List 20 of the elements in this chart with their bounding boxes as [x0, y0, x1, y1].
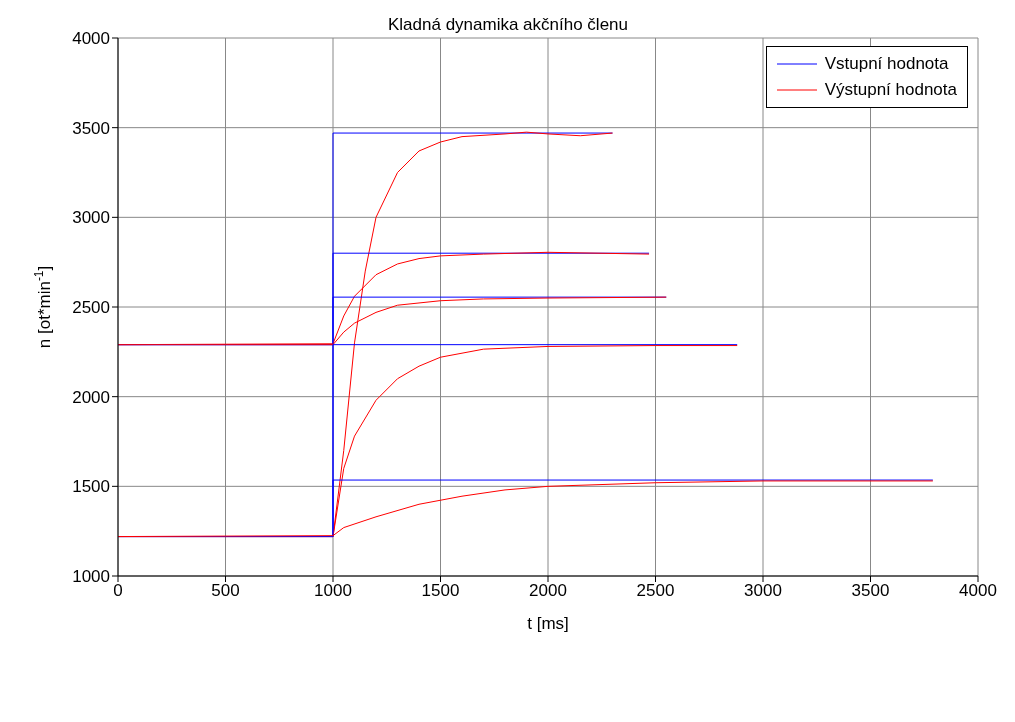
- y-tick-label: 4000: [72, 29, 110, 49]
- y-tick-label: 3000: [72, 208, 110, 228]
- chart-title: Kladná dynamika akčního členu: [387, 15, 629, 34]
- x-tick-label: 3000: [744, 581, 782, 601]
- y-tick-label: 2500: [72, 298, 110, 318]
- x-axis-title: t [ms]: [527, 614, 569, 633]
- x-tick-label: 4000: [959, 581, 997, 601]
- y-tick-label: 1000: [72, 567, 110, 587]
- y-tick-label: 1500: [72, 477, 110, 497]
- x-tick-label: 1000: [314, 581, 352, 601]
- x-tick-label: 2000: [529, 581, 567, 601]
- legend-label: Vstupní hodnota: [824, 53, 949, 75]
- legend-label: Výstupní hodnota: [824, 79, 957, 101]
- x-tick-label: 3500: [851, 581, 890, 601]
- x-tick-label: 2500: [636, 581, 675, 601]
- x-tick-label: 500: [211, 581, 240, 601]
- y-tick-label: 2000: [72, 387, 110, 407]
- x-tick-label: 1500: [421, 581, 460, 601]
- x-tick-label: 0: [113, 581, 123, 601]
- y-tick-label: 3500: [72, 118, 110, 138]
